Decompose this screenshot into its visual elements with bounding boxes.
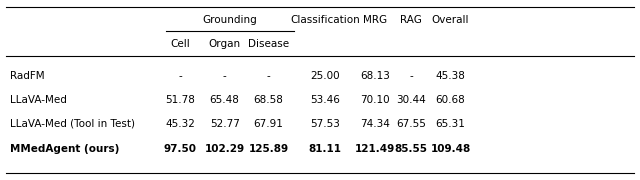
Text: MMedAgent (ours): MMedAgent (ours) <box>10 144 119 154</box>
Text: 52.77: 52.77 <box>210 118 239 129</box>
Text: Disease: Disease <box>248 39 289 49</box>
Text: 53.46: 53.46 <box>310 95 340 105</box>
Text: LLaVA-Med (Tool in Test): LLaVA-Med (Tool in Test) <box>10 118 134 129</box>
Text: 68.13: 68.13 <box>360 71 390 81</box>
Text: 45.32: 45.32 <box>165 118 195 129</box>
Text: 65.31: 65.31 <box>436 118 465 129</box>
Text: Cell: Cell <box>170 39 190 49</box>
Text: LLaVA-Med: LLaVA-Med <box>10 95 67 105</box>
Text: 85.55: 85.55 <box>394 144 428 154</box>
Text: 70.10: 70.10 <box>360 95 390 105</box>
Text: 109.48: 109.48 <box>430 144 470 154</box>
Text: -: - <box>223 71 227 81</box>
Text: 57.53: 57.53 <box>310 118 340 129</box>
Text: Classification: Classification <box>290 15 360 25</box>
Text: -: - <box>179 71 182 81</box>
Text: 67.91: 67.91 <box>253 118 284 129</box>
Text: RAG: RAG <box>400 15 422 25</box>
Text: 51.78: 51.78 <box>165 95 195 105</box>
Text: 125.89: 125.89 <box>248 144 289 154</box>
Text: 67.55: 67.55 <box>396 118 426 129</box>
Text: Grounding: Grounding <box>203 15 257 25</box>
Text: 45.38: 45.38 <box>436 71 465 81</box>
Text: 68.58: 68.58 <box>253 95 284 105</box>
Text: MRG: MRG <box>363 15 387 25</box>
Text: 121.49: 121.49 <box>355 144 396 154</box>
Text: 65.48: 65.48 <box>210 95 239 105</box>
Text: 25.00: 25.00 <box>310 71 340 81</box>
Text: Overall: Overall <box>432 15 469 25</box>
Text: 97.50: 97.50 <box>164 144 196 154</box>
Text: -: - <box>409 71 413 81</box>
Text: 60.68: 60.68 <box>436 95 465 105</box>
Text: 81.11: 81.11 <box>308 144 342 154</box>
Text: 74.34: 74.34 <box>360 118 390 129</box>
Text: RadFM: RadFM <box>10 71 44 81</box>
Text: Organ: Organ <box>209 39 241 49</box>
Text: 30.44: 30.44 <box>396 95 426 105</box>
Text: 102.29: 102.29 <box>205 144 244 154</box>
Text: -: - <box>267 71 271 81</box>
